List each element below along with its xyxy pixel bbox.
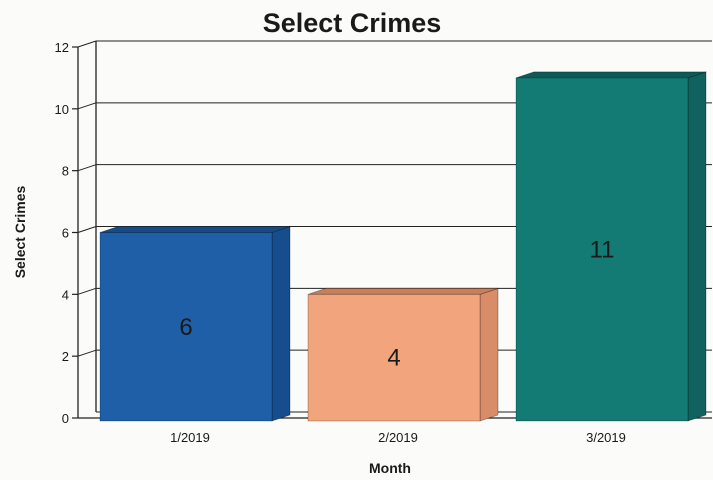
grid-line-diagonal — [77, 226, 97, 233]
bar-side — [479, 287, 499, 422]
y-tick-label: 6 — [62, 226, 69, 241]
bar-side — [271, 225, 291, 422]
bars: 6 4 11 — [99, 71, 707, 422]
bar-top — [515, 71, 707, 79]
y-axis-label: Select Crimes — [12, 185, 28, 278]
x-tick-label: 1/2019 — [170, 430, 210, 445]
y-tick-labels: 0 2 4 6 8 10 12 — [55, 40, 69, 426]
bar — [99, 232, 273, 422]
x-tick-label: 3/2019 — [586, 430, 626, 445]
y-tick-label: 12 — [55, 40, 69, 55]
bar-group: 4 — [307, 287, 499, 422]
grid-line-diagonal — [77, 287, 97, 295]
y-tick-label: 10 — [55, 102, 69, 117]
y-tick-label: 0 — [62, 411, 69, 426]
bar-top — [307, 287, 499, 295]
bar-data-label: 11 — [590, 236, 615, 263]
chart-title: Select Crimes — [263, 8, 442, 38]
x-tick-labels: 1/2019 2/2019 3/2019 — [170, 430, 626, 445]
bar — [515, 77, 689, 422]
bar-group: 6 — [99, 225, 291, 422]
y-tick-label: 2 — [62, 349, 69, 364]
x-tick-label: 2/2019 — [378, 430, 418, 445]
grid-line-diagonal — [77, 164, 97, 172]
bar-top — [99, 226, 291, 233]
y-tick-label: 8 — [62, 164, 69, 179]
grid-line-diagonal — [77, 40, 97, 48]
bar-data-label: 4 — [387, 345, 400, 372]
bar-side — [687, 71, 707, 422]
grid-line-diagonal — [77, 349, 97, 357]
grid-line-diagonal — [77, 102, 97, 110]
bar-data-label: 6 — [179, 314, 192, 341]
bar-group: 11 — [515, 71, 707, 422]
bar — [307, 293, 481, 422]
x-axis-label: Month — [369, 460, 411, 476]
y-tick-label: 4 — [62, 287, 69, 302]
